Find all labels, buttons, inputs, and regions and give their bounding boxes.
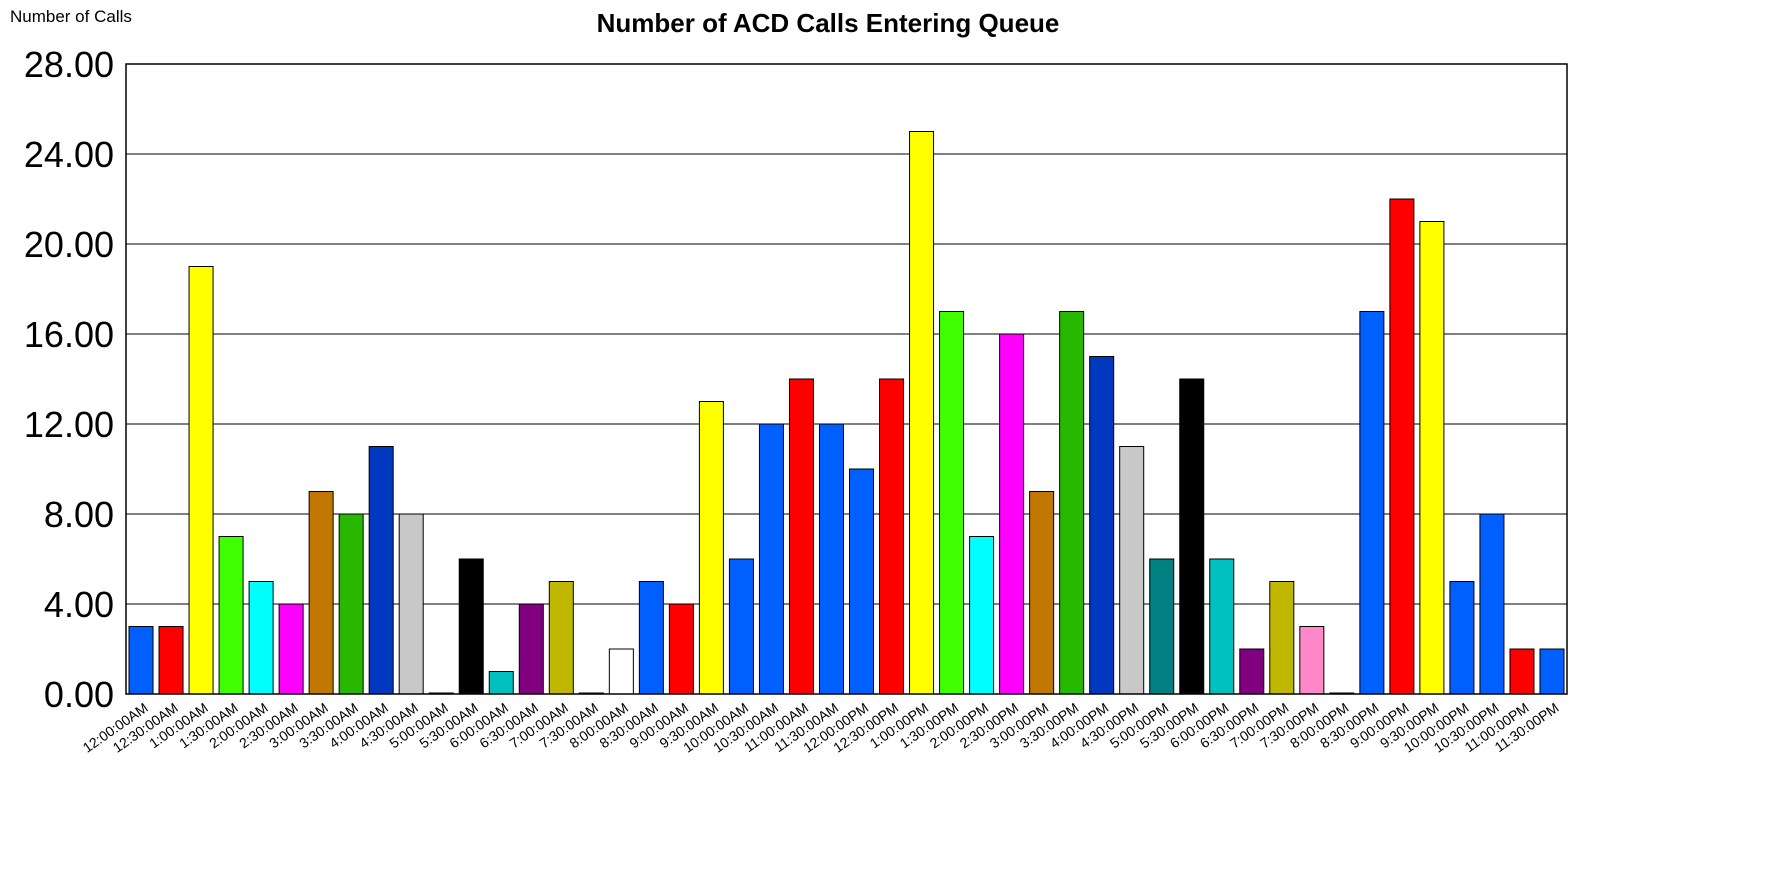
y-tick-label: 20.00 xyxy=(24,224,114,265)
bar xyxy=(1479,513,1505,695)
bar xyxy=(1269,581,1295,695)
bar xyxy=(398,513,424,695)
bar xyxy=(608,648,634,695)
bar xyxy=(1299,626,1325,695)
bar xyxy=(128,626,154,695)
bar xyxy=(758,423,784,695)
bar xyxy=(188,266,214,695)
y-tick-label: 28.00 xyxy=(24,44,114,85)
bar xyxy=(1359,311,1385,695)
bar xyxy=(788,378,814,695)
bar xyxy=(879,378,905,695)
bar xyxy=(1059,311,1085,695)
bar xyxy=(278,603,304,695)
bar xyxy=(338,513,364,695)
bar xyxy=(969,536,995,695)
bar xyxy=(1149,558,1175,695)
y-axis-title: Number of Calls xyxy=(10,7,132,26)
bar xyxy=(218,536,244,695)
y-tick-label: 24.00 xyxy=(24,134,114,175)
bar xyxy=(1449,581,1475,695)
bar xyxy=(638,581,664,695)
bar xyxy=(1029,491,1055,695)
bar xyxy=(1539,648,1565,695)
chart-title: Number of ACD Calls Entering Queue xyxy=(597,8,1060,38)
y-tick-label: 8.00 xyxy=(44,494,114,535)
bar xyxy=(1209,558,1235,695)
bar xyxy=(1119,446,1145,695)
y-tick-label: 16.00 xyxy=(24,314,114,355)
bar xyxy=(1089,356,1115,695)
y-tick-labels: 0.00 4.00 8.00 12.00 16.00 20.00 24.00 28.00 xyxy=(24,44,114,715)
bar xyxy=(1389,198,1415,695)
plot-area-frame xyxy=(125,63,1568,695)
bar xyxy=(698,401,724,695)
bar xyxy=(488,671,514,695)
bar xyxy=(939,311,965,695)
bar xyxy=(909,131,935,695)
y-tick-label: 4.00 xyxy=(44,584,114,625)
bar xyxy=(548,581,574,695)
bar xyxy=(158,626,184,695)
y-tick-label: 0.00 xyxy=(44,674,114,715)
bar xyxy=(1509,648,1535,695)
bar xyxy=(668,603,694,695)
bar xyxy=(1419,221,1445,695)
bar xyxy=(818,423,844,695)
bar xyxy=(1239,648,1265,695)
bar xyxy=(849,468,875,695)
x-tick-labels: 12:00:00AM12:30:00AM1:00:00AM1:30:00AM2:… xyxy=(80,699,1562,755)
y-tick-label: 12.00 xyxy=(24,404,114,445)
bar xyxy=(368,446,394,695)
bar xyxy=(518,603,544,695)
bar xyxy=(248,581,274,695)
gridlines xyxy=(126,63,1567,695)
bar xyxy=(999,333,1025,695)
bar xyxy=(308,491,334,695)
bars xyxy=(128,131,1565,695)
bar xyxy=(1179,378,1205,695)
bar xyxy=(728,558,754,695)
bar xyxy=(458,558,484,695)
